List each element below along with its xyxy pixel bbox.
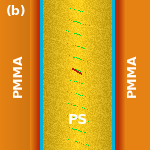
Text: (b): (b) (6, 4, 27, 18)
Text: PMMA: PMMA (12, 53, 24, 97)
Text: PMMA: PMMA (126, 53, 138, 97)
Text: PS: PS (68, 113, 88, 127)
